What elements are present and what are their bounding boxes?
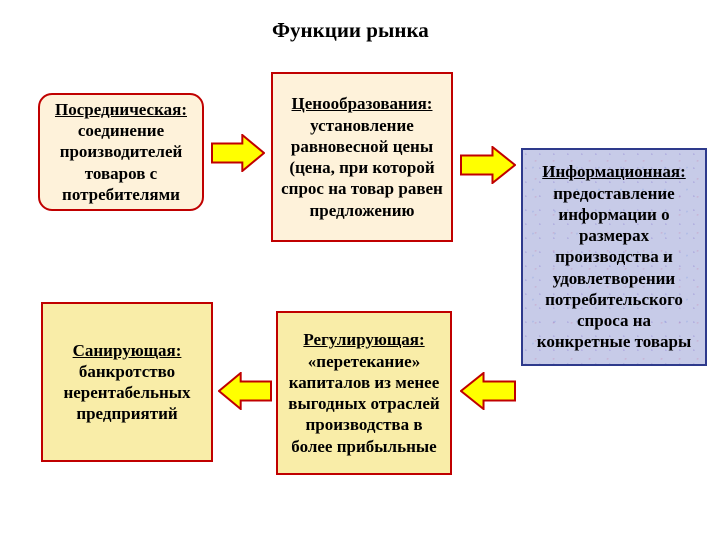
box-regulatory: Регулирующая: «перетекание» капиталов из… (276, 311, 452, 475)
box-sanitizing-heading: Санирующая: (73, 340, 182, 361)
box-sanitizing-body: банкротство нерентабельных предприятий (51, 361, 203, 425)
page-title: Функции рынка (272, 18, 429, 43)
arrow-3 (460, 372, 516, 410)
box-pricing-body: установление равновесной цены (цена, при… (281, 115, 443, 221)
arrow-1 (211, 134, 265, 172)
box-pricing-heading: Ценообразования: (292, 93, 433, 114)
box-intermediary-heading: Посредническая: (55, 99, 187, 120)
arrow-4 (218, 372, 272, 410)
box-regulatory-body: «перетекание» капиталов из менее выгодны… (286, 351, 442, 457)
box-sanitizing: Санирующая: банкротство нерентабельных п… (41, 302, 213, 462)
box-regulatory-heading: Регулирующая: (303, 329, 424, 350)
box-pricing: Ценообразования: установление равновесно… (271, 72, 453, 242)
arrow-2 (460, 146, 516, 184)
box-informational-heading: Информационная: (542, 161, 685, 182)
box-informational: Информационная: предоставление информаци… (521, 148, 707, 366)
box-intermediary: Посредническая: соединение производителе… (38, 93, 204, 211)
box-intermediary-body: соединение производителей товаров с потр… (48, 120, 194, 205)
box-informational-body: предоставление информации о размерах про… (531, 183, 697, 353)
